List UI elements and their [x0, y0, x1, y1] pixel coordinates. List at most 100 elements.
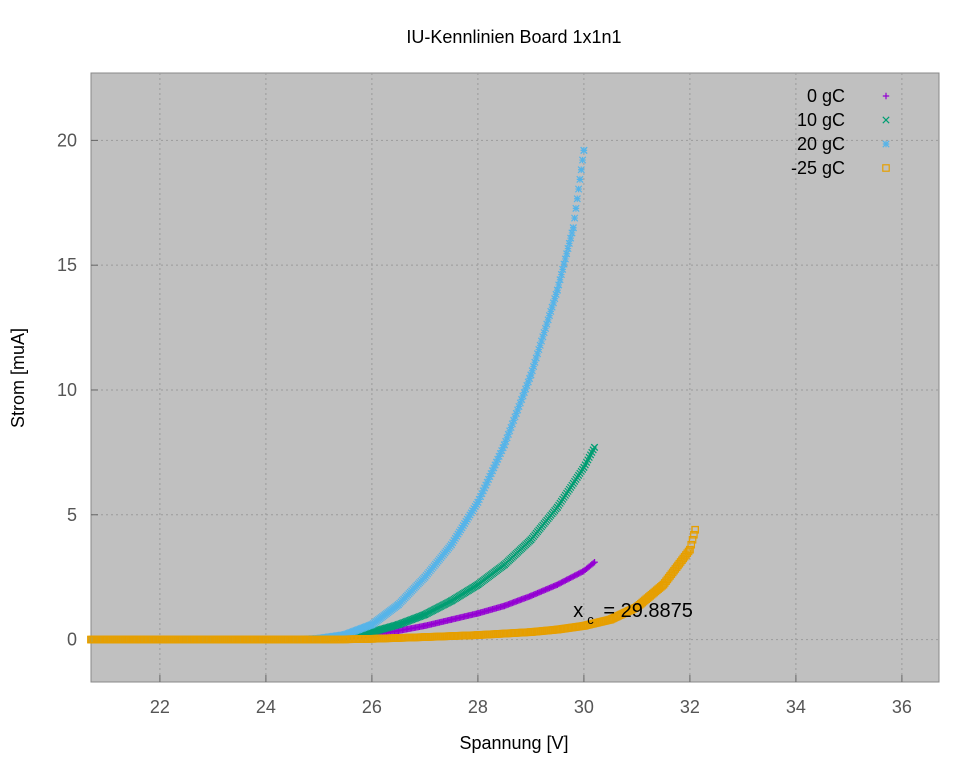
data-point [527, 536, 535, 544]
data-point [553, 286, 562, 294]
data-point [488, 467, 497, 475]
data-point [525, 374, 534, 383]
legend-label: 10 gC [797, 110, 845, 130]
data-point [553, 503, 562, 511]
data-point [421, 622, 429, 630]
data-point [536, 341, 544, 349]
data-point [606, 615, 615, 624]
data-point [498, 447, 506, 455]
y-tick-labels: 0 5 10 15 20 [57, 130, 77, 649]
legend-label: 20 gC [797, 134, 845, 154]
x-tick-labels: 22 24 26 28 30 32 34 36 [150, 697, 912, 717]
legend-marker [882, 140, 890, 148]
data-point [561, 255, 569, 263]
y-tick-label: 15 [57, 255, 77, 275]
data-point [531, 358, 539, 366]
data-point [527, 592, 535, 600]
data-point [556, 276, 564, 284]
data-point [540, 328, 548, 337]
data-point [503, 434, 511, 442]
data-point [447, 597, 456, 605]
data-point [576, 175, 584, 184]
data-point [688, 535, 697, 544]
annotation-xc: x c = 29.8875 [573, 600, 693, 628]
data-point [591, 558, 598, 566]
data-point [515, 402, 523, 411]
data-point [495, 452, 503, 460]
data-point [535, 345, 543, 354]
data-point [529, 362, 538, 371]
data-point [288, 635, 297, 644]
data-point [504, 430, 512, 439]
data-point [560, 260, 568, 268]
data-point [394, 620, 403, 629]
data-point [551, 295, 559, 303]
data-point [569, 224, 577, 232]
data-point [368, 620, 376, 629]
data-point [510, 416, 518, 425]
data-point [508, 420, 516, 428]
legend-marker [882, 116, 890, 124]
plot-area [90, 72, 940, 683]
data-point [447, 541, 456, 549]
y-tick-label: 10 [57, 380, 77, 400]
legend-marker [882, 92, 890, 100]
data-point [590, 443, 599, 452]
data-point [553, 625, 562, 634]
data-point [479, 487, 487, 495]
data-point [567, 234, 575, 242]
legend-label: 0 gC [807, 86, 845, 106]
data-point [492, 458, 501, 466]
data-point [577, 166, 585, 174]
data-point [511, 413, 519, 421]
data-point [574, 185, 583, 193]
data-point [475, 495, 483, 504]
data-point [633, 603, 641, 611]
chart-title: IU-Kennlinien Board 1x1n1 [406, 27, 621, 47]
data-point [691, 525, 700, 534]
data-point [87, 635, 95, 644]
annotation-value: = 29.8875 [598, 600, 693, 622]
x-tick-label: 28 [468, 697, 488, 717]
x-tick-label: 32 [680, 697, 700, 717]
data-point [487, 469, 495, 478]
data-point [421, 573, 429, 581]
data-point [541, 324, 550, 332]
data-point [554, 581, 561, 588]
data-point [496, 449, 505, 458]
data-point [506, 427, 514, 435]
x-tick-label: 24 [256, 697, 276, 717]
data-point [484, 475, 493, 483]
data-point [341, 635, 350, 644]
data-point [518, 395, 526, 404]
data-point [448, 616, 455, 623]
annotation-sub: c [587, 612, 594, 627]
x-tick-label: 36 [892, 697, 912, 717]
y-tick-label: 20 [57, 130, 77, 150]
data-point [501, 602, 508, 610]
data-point [589, 560, 597, 567]
legend-marker [882, 164, 890, 172]
data-point [421, 610, 429, 619]
data-point [580, 463, 588, 471]
data-point [564, 244, 572, 253]
data-point [519, 392, 527, 400]
data-point [521, 385, 530, 393]
data-point [486, 472, 494, 481]
data-point [502, 437, 510, 446]
data-point [690, 530, 698, 539]
data-point [537, 337, 546, 345]
data-point [549, 299, 558, 307]
data-point [474, 631, 482, 639]
y-tick-label: 0 [67, 630, 77, 650]
data-point [500, 441, 509, 449]
x-tick-label: 34 [786, 697, 806, 717]
data-point [491, 461, 499, 469]
data-point [500, 561, 509, 569]
data-point [527, 628, 535, 636]
x-tick-label: 22 [150, 697, 170, 717]
legend-label: -25 gC [791, 158, 845, 178]
x-tick-label: 30 [574, 697, 594, 717]
data-point [568, 229, 576, 237]
data-point [545, 311, 554, 320]
